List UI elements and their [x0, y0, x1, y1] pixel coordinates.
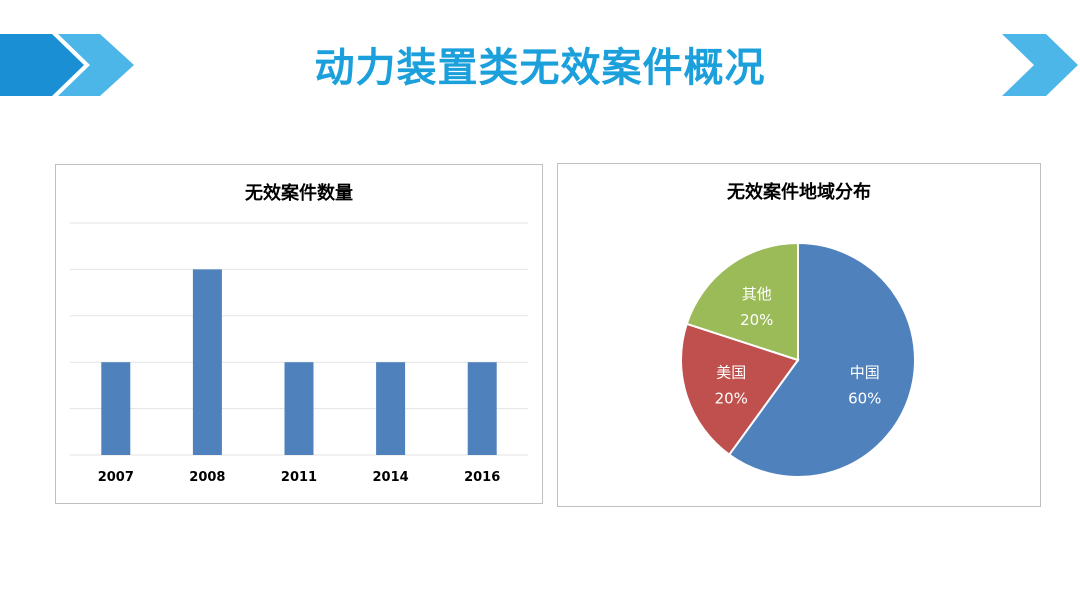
- x-tick-label: 2011: [281, 470, 317, 485]
- x-tick-label: 2007: [98, 470, 134, 485]
- x-tick-label: 2016: [464, 470, 500, 485]
- bar-chart-title: 无效案件数量: [245, 183, 353, 204]
- pie-slice-label: 美国: [716, 364, 746, 382]
- right-chevron-shape: [1002, 34, 1078, 96]
- pie-slice-2: [685, 241, 799, 362]
- left-chevron-back: [0, 34, 84, 96]
- slide-title: 动力装置类无效案件概况: [314, 45, 766, 91]
- pie-slice-0: [727, 241, 916, 478]
- x-tick-label: 2008: [189, 470, 225, 485]
- bar-2011: [284, 362, 314, 455]
- left-chevron-decoration: [0, 34, 134, 96]
- pie-chart-title: 无效案件地域分布: [727, 182, 871, 203]
- bar-chart-panel: 无效案件数量 2007 2008 2011 2014 2016: [55, 164, 543, 504]
- bar-2016: [467, 362, 497, 455]
- pie-slice-percent: 20%: [715, 390, 748, 408]
- left-chevron-front: [58, 34, 134, 96]
- pie-chart-panel: 无效案件地域分布 中国 60% 美国 20% 其他 20%: [557, 163, 1041, 507]
- bar-2014: [376, 362, 406, 455]
- bar-chart: 2007 2008 2011 2014 2016: [70, 222, 528, 485]
- right-chevron-decoration: [1002, 34, 1078, 96]
- pie-slice-percent: 20%: [740, 311, 773, 329]
- x-tick-label: 2014: [373, 470, 409, 485]
- pie-slice-percent: 60%: [848, 390, 881, 408]
- pie-slice-label: 其他: [742, 285, 772, 303]
- pie-slice-label: 中国: [850, 364, 880, 382]
- bar-2008: [192, 269, 222, 455]
- pie-chart: 中国 60% 美国 20% 其他 20%: [680, 241, 916, 478]
- bar-2007: [101, 362, 131, 455]
- pie-slice-1: [680, 322, 800, 457]
